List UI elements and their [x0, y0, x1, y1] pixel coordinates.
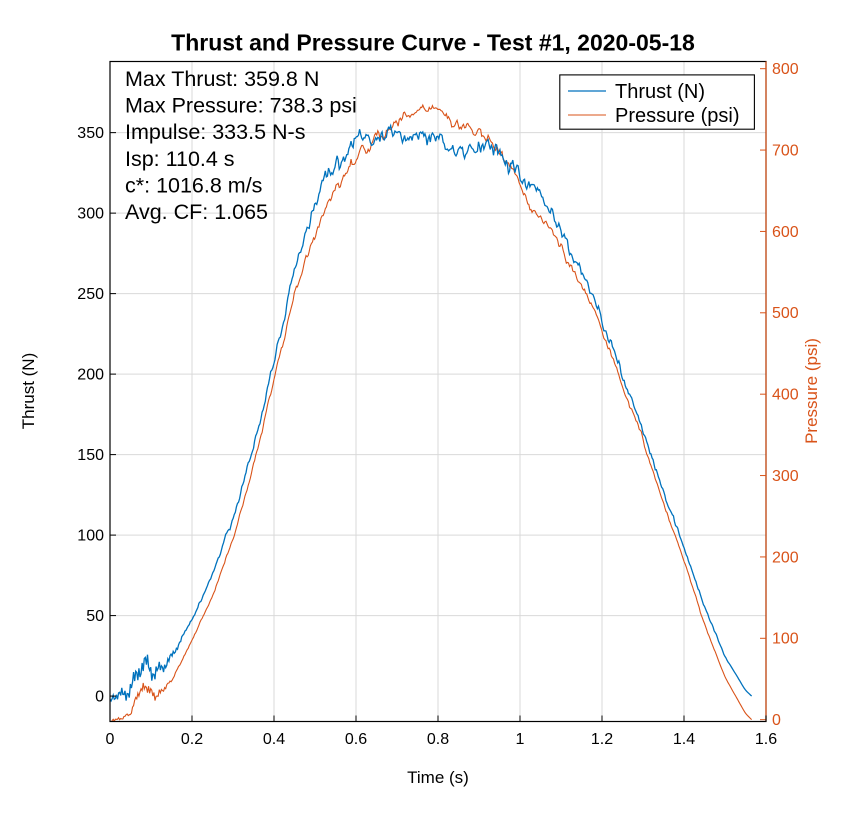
- svg-text:100: 100: [772, 631, 799, 648]
- svg-text:700: 700: [772, 142, 799, 159]
- svg-text:600: 600: [772, 224, 799, 241]
- svg-text:Max Pressure: 738.3 psi: Max Pressure: 738.3 psi: [125, 94, 357, 118]
- svg-text:0: 0: [95, 689, 104, 706]
- svg-text:c*: 1016.8 m/s: c*: 1016.8 m/s: [125, 173, 262, 197]
- svg-text:100: 100: [77, 528, 104, 545]
- svg-text:500: 500: [772, 305, 799, 322]
- svg-text:Max Thrust: 359.8 N: Max Thrust: 359.8 N: [125, 67, 319, 91]
- svg-text:300: 300: [77, 206, 104, 223]
- svg-text:Avg. CF: 1.065: Avg. CF: 1.065: [125, 200, 268, 224]
- svg-text:0: 0: [772, 712, 781, 729]
- svg-text:0.8: 0.8: [427, 731, 449, 748]
- svg-text:50: 50: [86, 608, 104, 625]
- svg-text:200: 200: [772, 549, 799, 566]
- svg-text:Impulse: 333.5 N-s: Impulse: 333.5 N-s: [125, 120, 305, 144]
- svg-text:0.2: 0.2: [181, 731, 203, 748]
- svg-text:Thrust (N): Thrust (N): [615, 81, 705, 103]
- svg-text:250: 250: [77, 286, 104, 303]
- svg-text:Isp: 110.4 s: Isp: 110.4 s: [125, 147, 235, 171]
- svg-text:0: 0: [106, 731, 115, 748]
- svg-text:Thrust (N): Thrust (N): [19, 353, 38, 430]
- svg-text:1.2: 1.2: [591, 731, 613, 748]
- svg-text:300: 300: [772, 468, 799, 485]
- svg-text:0.6: 0.6: [345, 731, 367, 748]
- svg-text:350: 350: [77, 125, 104, 142]
- svg-text:Time (s): Time (s): [407, 768, 469, 787]
- svg-text:1.4: 1.4: [673, 731, 695, 748]
- svg-text:0.4: 0.4: [263, 731, 285, 748]
- svg-text:200: 200: [77, 367, 104, 384]
- svg-text:Pressure (psi): Pressure (psi): [802, 338, 821, 444]
- svg-text:1.6: 1.6: [755, 731, 777, 748]
- svg-text:Thrust and Pressure Curve - Te: Thrust and Pressure Curve - Test #1, 202…: [171, 30, 695, 56]
- svg-text:150: 150: [77, 447, 104, 464]
- svg-text:800: 800: [772, 61, 799, 78]
- svg-text:400: 400: [772, 387, 799, 404]
- svg-text:Pressure (psi): Pressure (psi): [615, 105, 739, 127]
- svg-text:1: 1: [516, 731, 525, 748]
